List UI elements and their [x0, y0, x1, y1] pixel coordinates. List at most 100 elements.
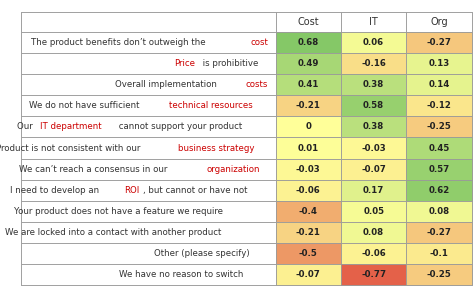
- Text: Cost: Cost: [298, 17, 319, 27]
- Text: Overall implementation: Overall implementation: [115, 80, 220, 89]
- Text: -0.16: -0.16: [361, 59, 386, 68]
- Text: -0.06: -0.06: [296, 186, 320, 195]
- Bar: [406, 222, 472, 243]
- Bar: [21, 53, 275, 74]
- Bar: [275, 74, 341, 95]
- Text: is prohibitive: is prohibitive: [201, 59, 259, 68]
- Bar: [21, 180, 275, 201]
- Text: Our: Our: [17, 122, 36, 131]
- Text: Price: Price: [174, 59, 195, 68]
- Text: 0.14: 0.14: [428, 80, 450, 89]
- Bar: [275, 137, 341, 159]
- Text: Product is not consistent with our: Product is not consistent with our: [0, 143, 143, 153]
- Text: 0.57: 0.57: [428, 165, 450, 174]
- Bar: [21, 116, 275, 137]
- Bar: [275, 53, 341, 74]
- Bar: [21, 74, 275, 95]
- Text: We can’t reach a consensus in our: We can’t reach a consensus in our: [19, 165, 170, 174]
- Bar: [21, 222, 275, 243]
- Text: Your product does not have a feature we require: Your product does not have a feature we …: [14, 207, 223, 216]
- Text: I need to develop an: I need to develop an: [10, 186, 102, 195]
- Bar: [275, 116, 341, 137]
- Bar: [406, 180, 472, 201]
- Bar: [341, 243, 406, 264]
- Text: 0.17: 0.17: [363, 186, 384, 195]
- Text: 0.13: 0.13: [428, 59, 450, 68]
- Text: business strategy: business strategy: [178, 143, 255, 153]
- Bar: [406, 264, 472, 285]
- Text: IT: IT: [369, 17, 378, 27]
- Bar: [275, 264, 341, 285]
- Text: organization: organization: [207, 165, 260, 174]
- Text: -0.25: -0.25: [427, 122, 451, 131]
- Bar: [275, 32, 341, 53]
- Bar: [275, 180, 341, 201]
- Bar: [406, 95, 472, 116]
- Bar: [275, 243, 341, 264]
- Text: 0.41: 0.41: [298, 80, 319, 89]
- Text: -0.21: -0.21: [296, 228, 321, 237]
- Text: -0.03: -0.03: [296, 165, 320, 174]
- Text: The product benefits don’t outweigh the: The product benefits don’t outweigh the: [31, 38, 208, 47]
- Bar: [406, 53, 472, 74]
- Bar: [275, 95, 341, 116]
- Text: Other (please specify): Other (please specify): [154, 249, 250, 258]
- Bar: [341, 116, 406, 137]
- Bar: [21, 243, 275, 264]
- Bar: [341, 159, 406, 180]
- Text: 0: 0: [305, 122, 311, 131]
- Bar: [21, 12, 275, 32]
- Text: -0.27: -0.27: [427, 228, 452, 237]
- Bar: [275, 201, 341, 222]
- Bar: [341, 74, 406, 95]
- Text: Org: Org: [430, 17, 448, 27]
- Text: We are locked into a contact with another product: We are locked into a contact with anothe…: [5, 228, 221, 237]
- Bar: [21, 95, 275, 116]
- Text: -0.06: -0.06: [361, 249, 386, 258]
- Text: -0.07: -0.07: [361, 165, 386, 174]
- Text: 0.49: 0.49: [298, 59, 319, 68]
- Text: 0.62: 0.62: [428, 186, 450, 195]
- Bar: [21, 137, 275, 159]
- Text: 0.08: 0.08: [363, 228, 384, 237]
- Bar: [275, 222, 341, 243]
- Bar: [275, 159, 341, 180]
- Text: -0.27: -0.27: [427, 38, 452, 47]
- Bar: [406, 12, 472, 32]
- Bar: [406, 32, 472, 53]
- Bar: [21, 264, 275, 285]
- Bar: [341, 32, 406, 53]
- Bar: [341, 264, 406, 285]
- Bar: [406, 74, 472, 95]
- Bar: [406, 201, 472, 222]
- Text: 0.05: 0.05: [363, 207, 384, 216]
- Bar: [406, 137, 472, 159]
- Text: cost: cost: [251, 38, 269, 47]
- Text: -0.12: -0.12: [427, 101, 451, 110]
- Bar: [21, 201, 275, 222]
- Bar: [341, 95, 406, 116]
- Text: -0.25: -0.25: [427, 270, 451, 279]
- Text: ROI: ROI: [124, 186, 140, 195]
- Bar: [275, 12, 341, 32]
- Bar: [341, 53, 406, 74]
- Text: We do not have sufficient: We do not have sufficient: [28, 101, 142, 110]
- Bar: [406, 116, 472, 137]
- Text: 0.45: 0.45: [428, 143, 450, 153]
- Text: 0.01: 0.01: [298, 143, 319, 153]
- Text: -0.1: -0.1: [429, 249, 448, 258]
- Text: -0.07: -0.07: [296, 270, 321, 279]
- Text: -0.03: -0.03: [361, 143, 386, 153]
- Bar: [406, 243, 472, 264]
- Bar: [406, 159, 472, 180]
- Text: 0.58: 0.58: [363, 101, 384, 110]
- Text: -0.21: -0.21: [296, 101, 321, 110]
- Bar: [341, 12, 406, 32]
- Text: 0.38: 0.38: [363, 122, 384, 131]
- Text: IT department: IT department: [40, 122, 101, 131]
- Text: cannot support your product: cannot support your product: [116, 122, 243, 131]
- Bar: [341, 222, 406, 243]
- Text: 0.68: 0.68: [298, 38, 319, 47]
- Text: , but cannot or have not: , but cannot or have not: [143, 186, 248, 195]
- Bar: [341, 201, 406, 222]
